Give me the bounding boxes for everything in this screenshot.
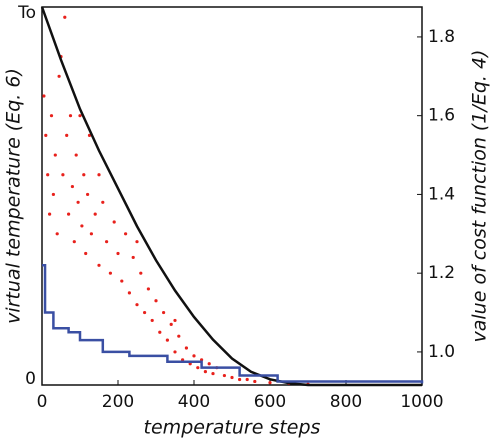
scatter-point xyxy=(162,310,166,315)
scatter-point xyxy=(108,271,112,275)
scatter-point xyxy=(42,94,46,98)
scatter-point xyxy=(131,255,135,260)
scatter-point xyxy=(101,200,105,204)
scatter-point xyxy=(253,379,257,384)
scatter-point xyxy=(105,240,109,244)
scatter-point xyxy=(127,291,131,295)
scatter-point xyxy=(93,212,97,216)
scatter-point xyxy=(120,279,124,283)
y2-tick-label: 1.6 xyxy=(428,106,455,126)
scatter-point xyxy=(135,303,139,307)
scatter-point xyxy=(53,153,57,157)
y2-tick-label: 1.0 xyxy=(428,342,455,362)
scatter-point xyxy=(230,375,234,380)
scatter-point xyxy=(76,200,80,204)
scatter-point xyxy=(173,318,177,323)
y2-tick-label: 1.2 xyxy=(428,263,455,283)
scatter-point xyxy=(97,263,101,267)
scatter-point xyxy=(150,318,154,323)
scatter-point xyxy=(124,232,128,236)
scatter-point xyxy=(97,173,101,177)
scatter-point xyxy=(139,271,143,275)
scatter-point xyxy=(154,299,158,303)
x-tick-label: 0 xyxy=(37,392,48,412)
scatter-point xyxy=(82,173,86,177)
scatter-point xyxy=(67,212,71,216)
scatter-point xyxy=(116,251,120,256)
scatter-point xyxy=(63,15,67,19)
scatter-point xyxy=(196,366,200,370)
step-line xyxy=(42,264,424,384)
scatter-point xyxy=(86,192,90,197)
scatter-point xyxy=(51,192,56,197)
scatter-point xyxy=(112,220,116,224)
scatter-point xyxy=(80,224,84,228)
scatter-point xyxy=(57,74,61,78)
scatter-point xyxy=(78,114,82,118)
line xyxy=(40,6,422,387)
y-tick-label: To xyxy=(17,3,36,23)
scatter-point xyxy=(177,334,181,338)
scatter-point xyxy=(158,330,162,334)
scatter-point xyxy=(203,370,207,374)
scatter-point xyxy=(245,377,249,382)
scatter-point xyxy=(72,240,76,244)
y-tick-label: 0 xyxy=(25,369,36,389)
scatter-point xyxy=(65,133,69,137)
scatter-point xyxy=(192,354,196,358)
scatter-point xyxy=(146,287,150,291)
scatter-point xyxy=(211,371,215,376)
scatter-point xyxy=(165,338,169,342)
y2-axis-title: value of cost function (1/Eq. 4) xyxy=(469,50,491,343)
scatter-point xyxy=(89,232,93,236)
x-tick-label: 1000 xyxy=(400,392,443,412)
x-tick-label: 600 xyxy=(254,392,286,412)
scatter-point xyxy=(55,232,59,236)
scatter-point xyxy=(143,310,147,315)
scatter-point xyxy=(48,212,52,216)
scatter-point xyxy=(169,322,173,326)
x-tick-label: 200 xyxy=(102,392,134,412)
scatter-point xyxy=(74,153,78,157)
scatter-point xyxy=(173,350,177,354)
x-tick-label: 400 xyxy=(178,392,210,412)
x-tick-label: 800 xyxy=(330,392,362,412)
scatter-point xyxy=(84,251,88,256)
scatter-point xyxy=(268,381,272,385)
scatter-point xyxy=(70,184,74,189)
scatter-point xyxy=(207,362,211,366)
scatter-point xyxy=(184,346,188,350)
scatter-point xyxy=(238,377,242,382)
scatter-point xyxy=(46,173,50,177)
y2-tick-label: 1.8 xyxy=(428,27,455,47)
scatter-point xyxy=(49,114,54,118)
scatter-point xyxy=(68,114,73,118)
scatter-point xyxy=(222,373,226,378)
x-axis-title: temperature steps xyxy=(144,417,321,439)
scatter-point xyxy=(135,240,139,244)
scatter-point xyxy=(44,133,48,137)
y-axis-title: virtual temperature (Eq. 6) xyxy=(3,68,25,324)
scatter-point xyxy=(61,173,65,177)
y2-tick-label: 1.4 xyxy=(428,184,455,204)
plot-frame xyxy=(41,6,423,386)
